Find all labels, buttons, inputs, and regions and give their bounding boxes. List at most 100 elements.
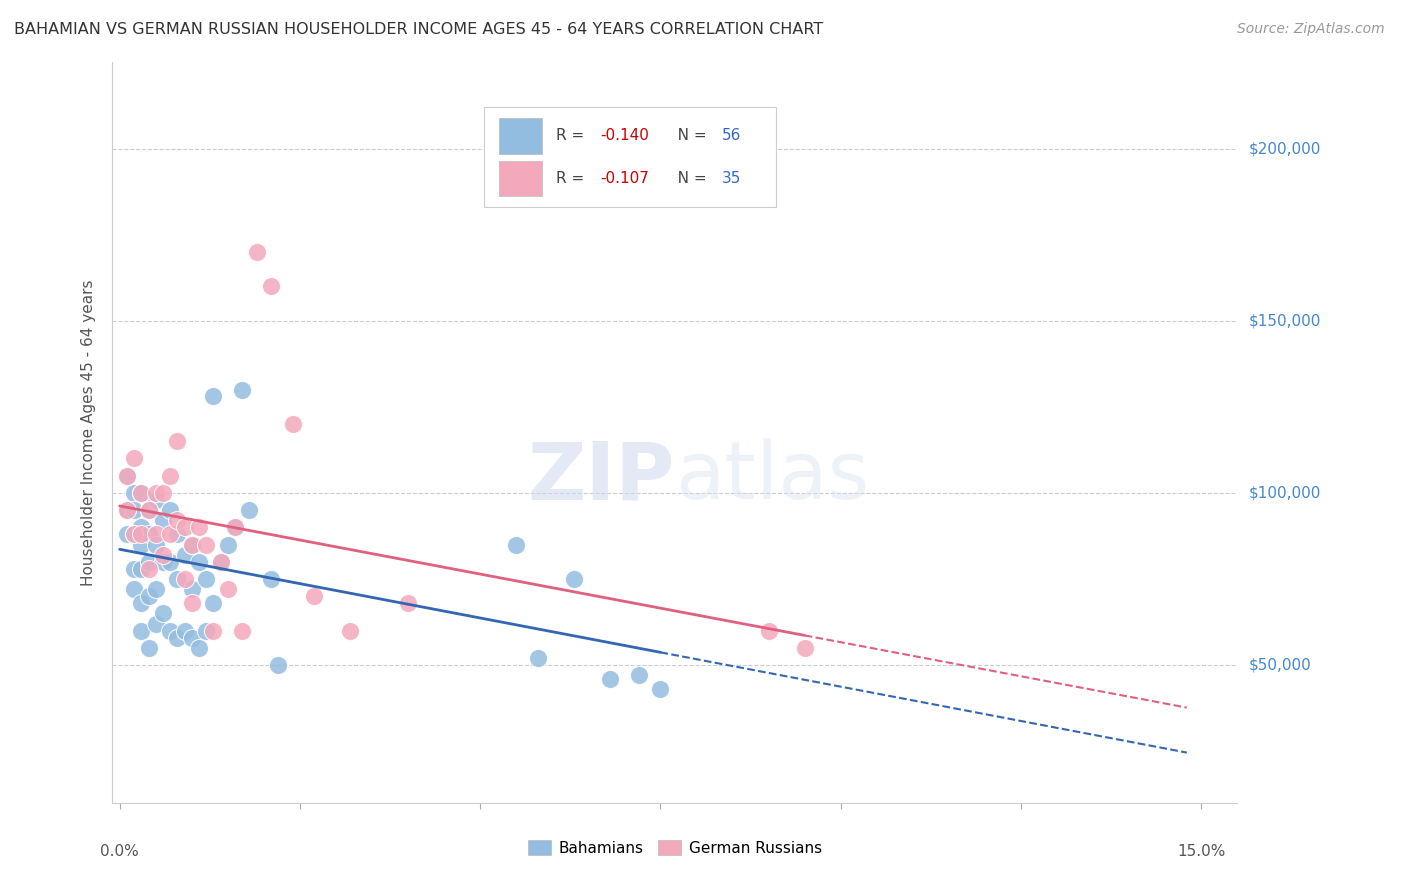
Point: [209, 555, 232, 569]
Point: [122, 527, 145, 541]
Point: [217, 537, 239, 551]
Point: [339, 624, 361, 638]
Point: [152, 513, 174, 527]
Point: [145, 486, 167, 500]
Text: -0.140: -0.140: [600, 128, 650, 144]
Point: [159, 555, 181, 569]
Text: $50,000: $50,000: [1249, 657, 1312, 673]
Point: [188, 640, 211, 655]
Point: [131, 537, 153, 551]
Text: atlas: atlas: [675, 438, 869, 516]
Point: [173, 548, 195, 562]
Point: [224, 520, 246, 534]
Point: [202, 596, 225, 610]
Point: [758, 624, 780, 638]
Point: [152, 548, 174, 562]
Point: [122, 582, 145, 597]
Point: [180, 582, 202, 597]
Point: [231, 624, 253, 638]
Point: [152, 486, 174, 500]
Point: [138, 527, 160, 541]
Point: [281, 417, 304, 431]
Text: 0.0%: 0.0%: [100, 844, 139, 859]
Point: [209, 555, 232, 569]
Text: Source: ZipAtlas.com: Source: ZipAtlas.com: [1237, 22, 1385, 37]
Point: [138, 640, 160, 655]
Point: [138, 503, 160, 517]
Point: [195, 624, 218, 638]
Point: [166, 513, 188, 527]
Text: ZIP: ZIP: [527, 438, 675, 516]
Point: [173, 624, 195, 638]
Point: [145, 492, 167, 507]
Point: [115, 468, 138, 483]
Point: [793, 640, 815, 655]
Point: [260, 279, 283, 293]
Point: [122, 561, 145, 575]
Text: $200,000: $200,000: [1249, 141, 1320, 156]
Point: [145, 527, 167, 541]
Text: N =: N =: [662, 128, 711, 144]
Text: $100,000: $100,000: [1249, 485, 1320, 500]
Text: 35: 35: [723, 171, 741, 186]
Point: [145, 537, 167, 551]
Point: [159, 624, 181, 638]
Point: [188, 520, 211, 534]
Point: [627, 668, 650, 682]
Y-axis label: Householder Income Ages 45 - 64 years: Householder Income Ages 45 - 64 years: [80, 279, 96, 586]
Point: [159, 527, 181, 541]
Point: [173, 520, 195, 534]
Point: [505, 537, 527, 551]
Point: [166, 572, 188, 586]
Point: [131, 596, 153, 610]
Point: [115, 468, 138, 483]
Point: [246, 244, 269, 259]
Point: [238, 503, 260, 517]
Point: [202, 624, 225, 638]
Point: [131, 486, 153, 500]
Point: [166, 631, 188, 645]
Point: [180, 596, 202, 610]
Point: [152, 555, 174, 569]
Point: [138, 589, 160, 603]
Point: [131, 486, 153, 500]
Point: [131, 624, 153, 638]
Bar: [499, 161, 543, 196]
Point: [115, 503, 138, 517]
Point: [650, 682, 672, 697]
Bar: [499, 118, 543, 153]
Text: 15.0%: 15.0%: [1177, 844, 1226, 859]
Point: [231, 383, 253, 397]
Point: [180, 537, 202, 551]
Point: [195, 572, 218, 586]
Point: [267, 658, 290, 673]
Point: [131, 520, 153, 534]
Point: [122, 486, 145, 500]
Point: [180, 631, 202, 645]
Point: [166, 434, 188, 449]
Point: [122, 527, 145, 541]
Point: [152, 607, 174, 621]
Point: [145, 616, 167, 631]
Point: [224, 520, 246, 534]
Point: [260, 572, 283, 586]
Point: [166, 527, 188, 541]
FancyBboxPatch shape: [484, 107, 776, 207]
Point: [115, 503, 138, 517]
Text: N =: N =: [662, 171, 711, 186]
Point: [195, 537, 218, 551]
Text: -0.107: -0.107: [600, 171, 650, 186]
Point: [159, 503, 181, 517]
Point: [138, 555, 160, 569]
Point: [562, 572, 585, 586]
Point: [131, 527, 153, 541]
Text: $150,000: $150,000: [1249, 313, 1320, 328]
Point: [202, 389, 225, 403]
Text: BAHAMIAN VS GERMAN RUSSIAN HOUSEHOLDER INCOME AGES 45 - 64 YEARS CORRELATION CHA: BAHAMIAN VS GERMAN RUSSIAN HOUSEHOLDER I…: [14, 22, 824, 37]
Text: R =: R =: [555, 171, 589, 186]
Text: 56: 56: [723, 128, 741, 144]
Point: [180, 537, 202, 551]
Point: [138, 503, 160, 517]
Point: [145, 582, 167, 597]
Text: R =: R =: [555, 128, 589, 144]
